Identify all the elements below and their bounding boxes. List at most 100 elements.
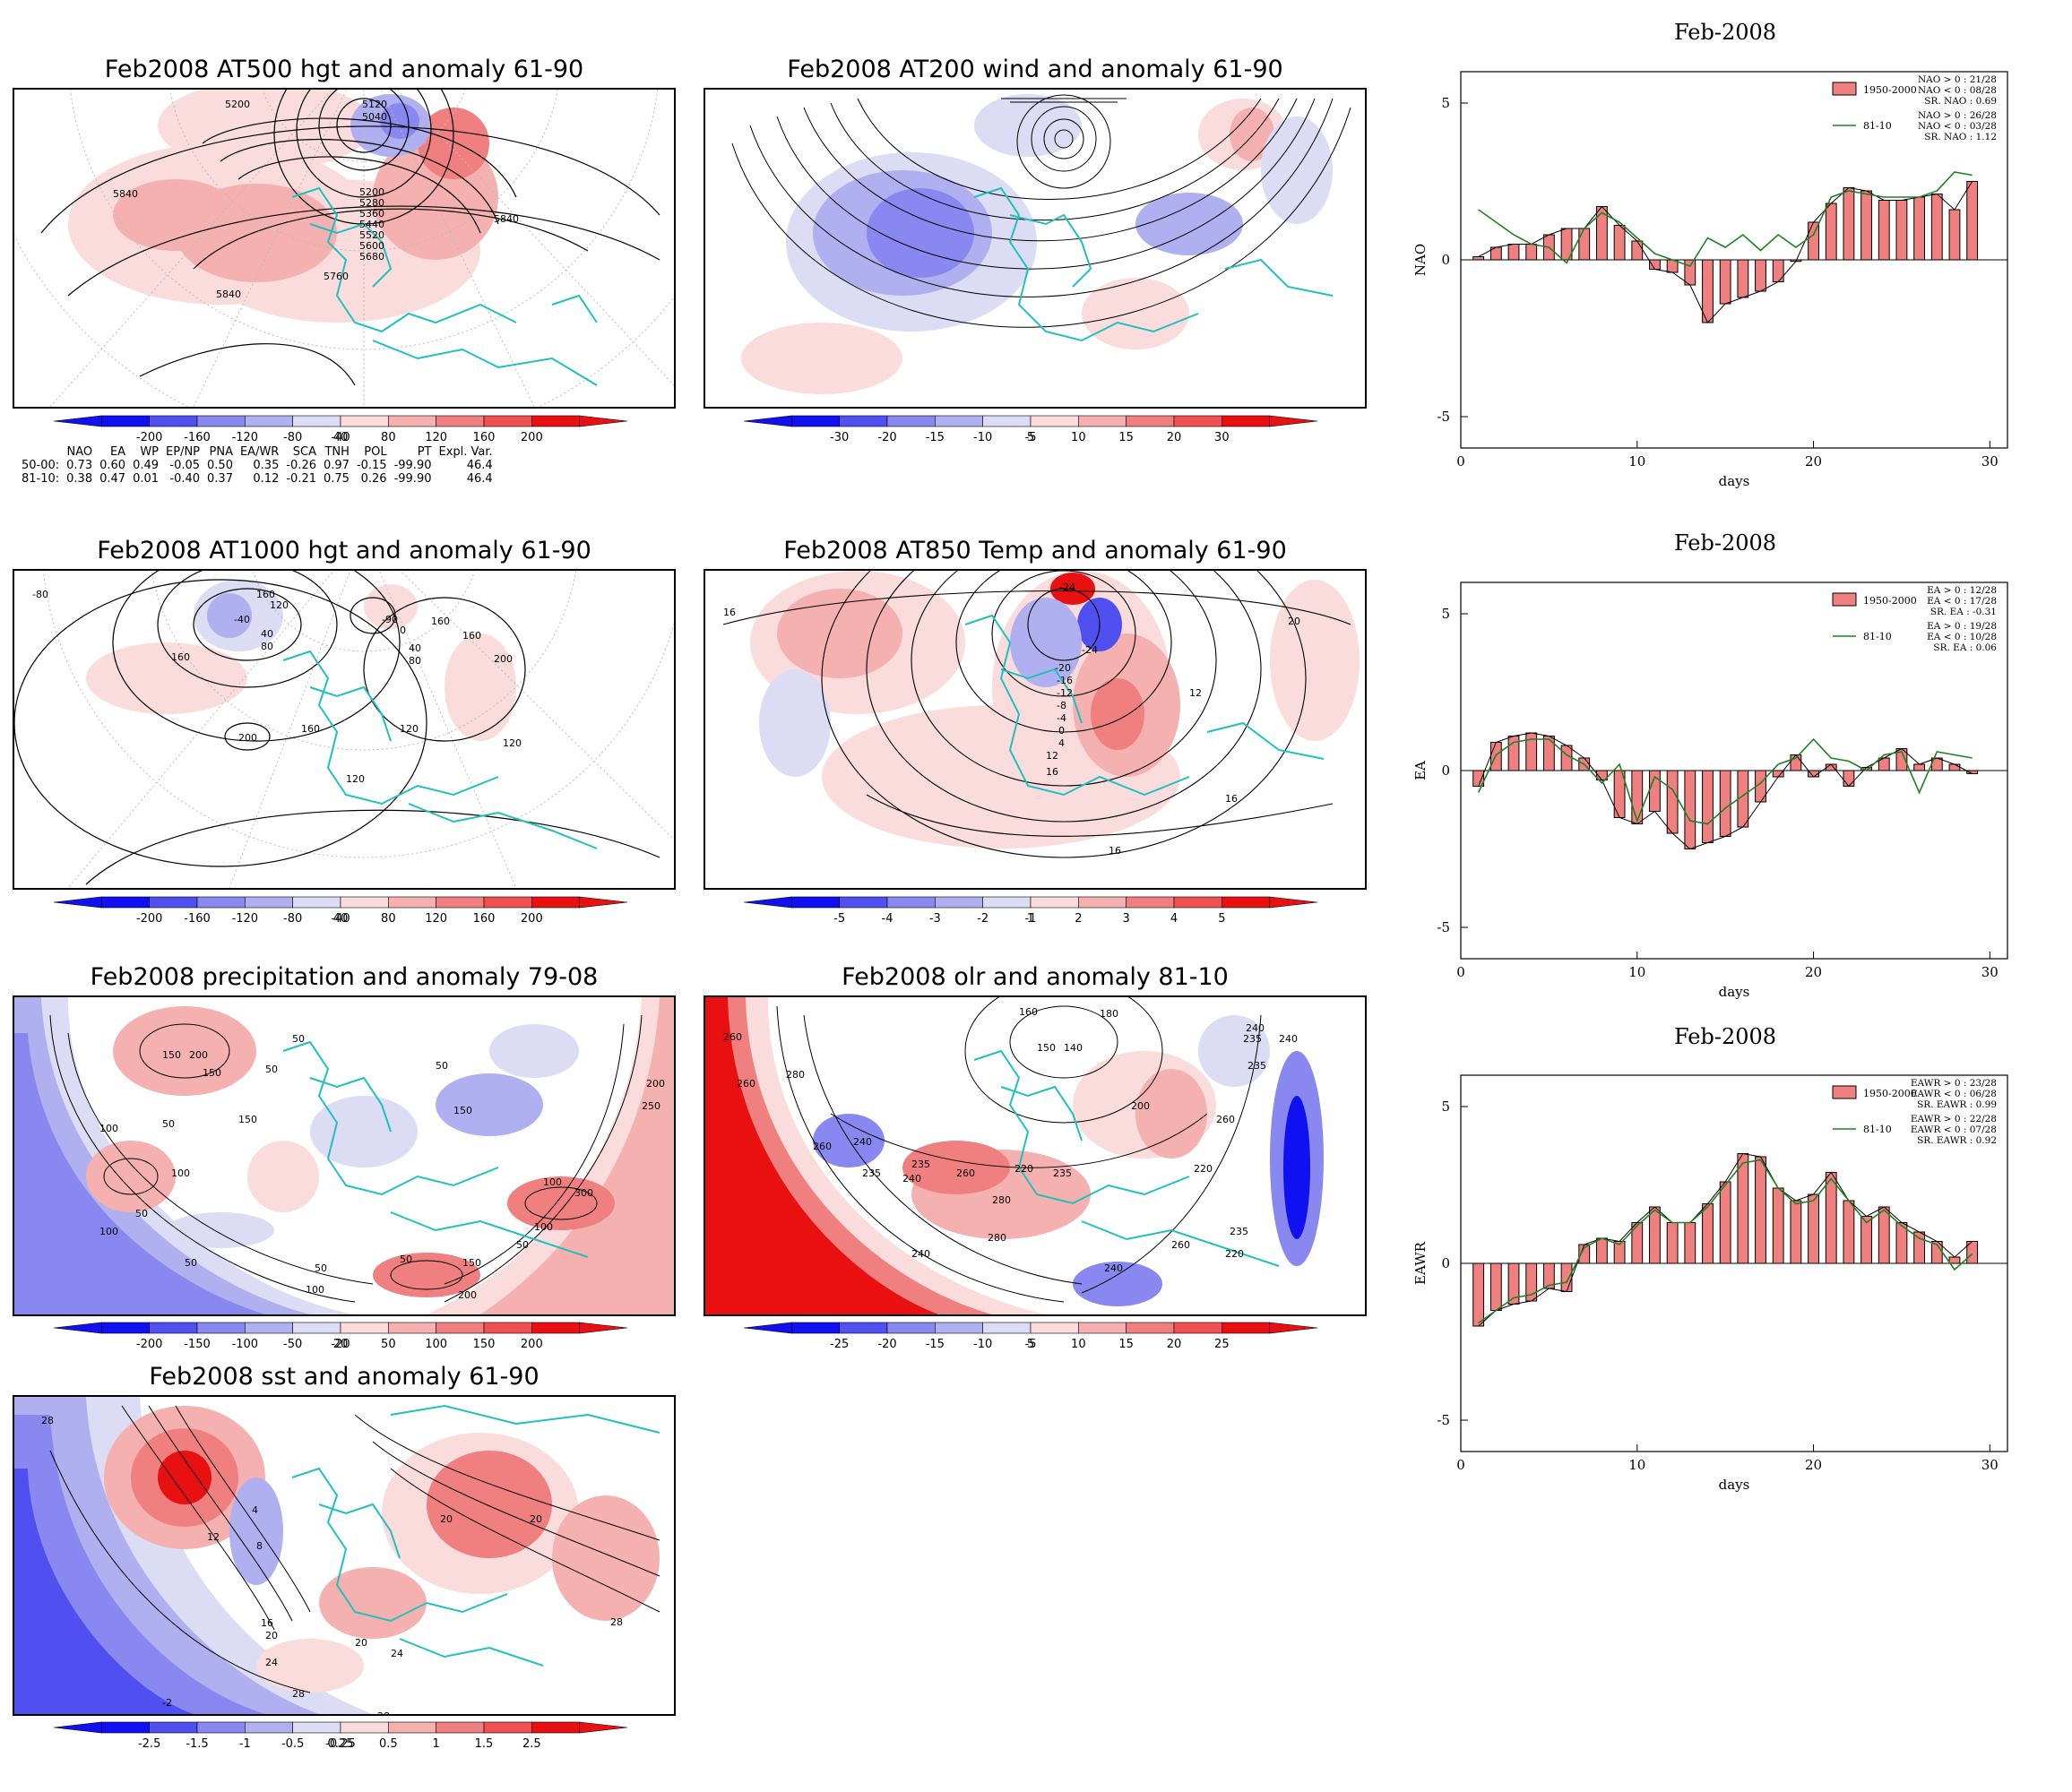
map-title-olr: Feb2008 olr and anomaly 81-10 — [842, 963, 1229, 991]
colorbar-tick-label: -10 — [973, 1338, 992, 1351]
colorbar-tick-label: 1.5 — [475, 1737, 494, 1751]
colorbar-swatch — [935, 415, 983, 427]
bar — [1948, 209, 1961, 261]
svg-text:4: 4 — [1058, 737, 1065, 749]
colorbar-swatch — [1126, 1322, 1175, 1334]
colorbar-tick-label: -120 — [232, 912, 259, 926]
colorbar-swatch — [839, 896, 888, 909]
colorbar-tick-label: 15 — [1118, 1338, 1134, 1351]
colorbar-swatch — [149, 1322, 198, 1334]
colorbar-swatch — [101, 896, 150, 909]
map-title-sst: Feb2008 sst and anomaly 61-90 — [149, 1363, 540, 1391]
bar — [1489, 1262, 1502, 1311]
colorbar-swatch — [388, 896, 436, 909]
colorbar-tick-label: -120 — [232, 431, 259, 444]
map-title-u200: Feb2008 AT200 wind and anomaly 61-90 — [787, 56, 1283, 83]
svg-text:-20: -20 — [1055, 662, 1071, 674]
x-axis-label: days — [1719, 984, 1750, 1000]
colorbar-tick-label: -100 — [232, 1338, 259, 1351]
colorbar-arrow-left — [53, 1721, 102, 1734]
bar — [1613, 225, 1626, 261]
index-header: PT — [417, 445, 432, 459]
colorbar-tick-label: -5 — [833, 912, 845, 926]
colorbar-swatch — [149, 1721, 198, 1734]
svg-text:150: 150 — [462, 1257, 481, 1269]
contour-labels: 260 280 260 160 180 150 140 200 235 240 … — [723, 1006, 1298, 1274]
x-tick-label: 30 — [1981, 453, 1999, 470]
colorbar-arrow-left — [53, 1322, 102, 1334]
colorbar-tick-label: 0.5 — [379, 1737, 398, 1751]
svg-text:240: 240 — [1104, 1262, 1123, 1274]
colorbar-tick-label: -4 — [882, 912, 894, 926]
colorbar-swatch — [1222, 896, 1270, 909]
colorbar-z1000: -200 -160 -120 -80 -40 40 80 120 160 200 — [53, 896, 628, 927]
colorbar-z500: -200 -160 -120 -80 -40 40 80 120 160 200 — [53, 415, 628, 446]
index-header: POL — [364, 445, 387, 459]
svg-text:12: 12 — [207, 1531, 220, 1543]
bar — [1755, 1156, 1766, 1264]
bar — [1719, 259, 1731, 305]
map-title-prec: Feb2008 precipitation and anomaly 79-08 — [90, 963, 599, 991]
colorbar-tick-label: 4 — [1170, 912, 1178, 926]
colorbar-svg: -25 -20 -15 -10 -55 10 15 20 25 — [743, 1322, 1318, 1351]
y-tick-label: -5 — [1437, 409, 1450, 425]
stats-text-8110: SR. NAO : 1.12 — [1924, 132, 1997, 142]
svg-text:24: 24 — [391, 1648, 403, 1659]
svg-text:240: 240 — [1279, 1033, 1298, 1045]
stats-text-8110: EAWR > 0 : 22/28 — [1911, 1114, 1997, 1124]
chart-title-nao: Feb-2008 — [1673, 20, 1777, 45]
colorbar-swatch — [483, 1322, 532, 1334]
colorbar-swatch — [245, 415, 293, 427]
colorbar-swatch — [791, 415, 840, 427]
bar — [1948, 763, 1961, 771]
colorbar-swatch — [196, 1721, 246, 1734]
svg-text:280: 280 — [992, 1194, 1011, 1206]
bar — [1913, 1231, 1926, 1264]
bar — [1843, 770, 1855, 787]
stats-text-8110: EAWR < 0 : 07/28 — [1911, 1124, 1997, 1135]
stats-text-8110: EA < 0 : 10/28 — [1927, 632, 1997, 642]
colorbar-swatch — [245, 1322, 293, 1334]
svg-text:280: 280 — [786, 1069, 805, 1081]
svg-text:16: 16 — [261, 1617, 273, 1629]
svg-text:5600: 5600 — [359, 240, 384, 252]
svg-text:200: 200 — [458, 1289, 477, 1301]
colorbar-tick-label: -50 — [283, 1338, 302, 1351]
index-header: WP — [140, 445, 160, 459]
svg-text:50: 50 — [265, 1064, 278, 1075]
bar — [1930, 194, 1943, 261]
svg-text:12: 12 — [1046, 750, 1058, 762]
colorbar-tick-label: -2.5 — [138, 1737, 160, 1751]
colorbar-tick-label: -200 — [136, 1338, 163, 1351]
x-axis-label: days — [1719, 473, 1750, 489]
bar — [1860, 190, 1872, 261]
colorbar-tick-label: -80 — [283, 431, 302, 444]
svg-text:300: 300 — [574, 1187, 593, 1199]
colorbar-olr: -25 -20 -15 -10 -5 5 10 15 20 25 — [743, 1322, 1318, 1353]
index-value: 46.4 — [466, 459, 493, 472]
row-label: 50-00: — [22, 459, 60, 472]
svg-text:5840: 5840 — [494, 213, 519, 225]
svg-text:160: 160 — [256, 589, 275, 600]
bar — [1772, 770, 1784, 778]
svg-text:5840: 5840 — [216, 289, 241, 300]
anomaly-shading — [86, 580, 516, 741]
colorbar-tick-label: 40 — [333, 912, 349, 926]
svg-text:5440: 5440 — [359, 219, 384, 230]
index-header: EA/WR — [239, 445, 280, 459]
y-tick-label: 5 — [1441, 95, 1450, 111]
colorbar-swatch — [245, 896, 293, 909]
x-tick-label: 0 — [1456, 964, 1465, 980]
svg-text:5200: 5200 — [359, 186, 384, 198]
colorbar-tick-label: -20 — [877, 431, 896, 444]
colorbar-swatch — [791, 1322, 840, 1334]
bar-trace-line — [1478, 181, 1973, 323]
bar — [1684, 259, 1696, 286]
svg-text:200: 200 — [1131, 1100, 1150, 1112]
svg-text:5360: 5360 — [359, 208, 384, 220]
bar — [1649, 259, 1661, 270]
colorbar-tick-label: -15 — [926, 1338, 945, 1351]
colorbar-swatch — [483, 896, 532, 909]
timeseries-chart-ea: 5 0 -5 0 10 20 30 days EA 1950-2000 81-10 EA > 0 : … — [1412, 582, 2008, 1000]
colorbar-swatch — [531, 415, 580, 427]
